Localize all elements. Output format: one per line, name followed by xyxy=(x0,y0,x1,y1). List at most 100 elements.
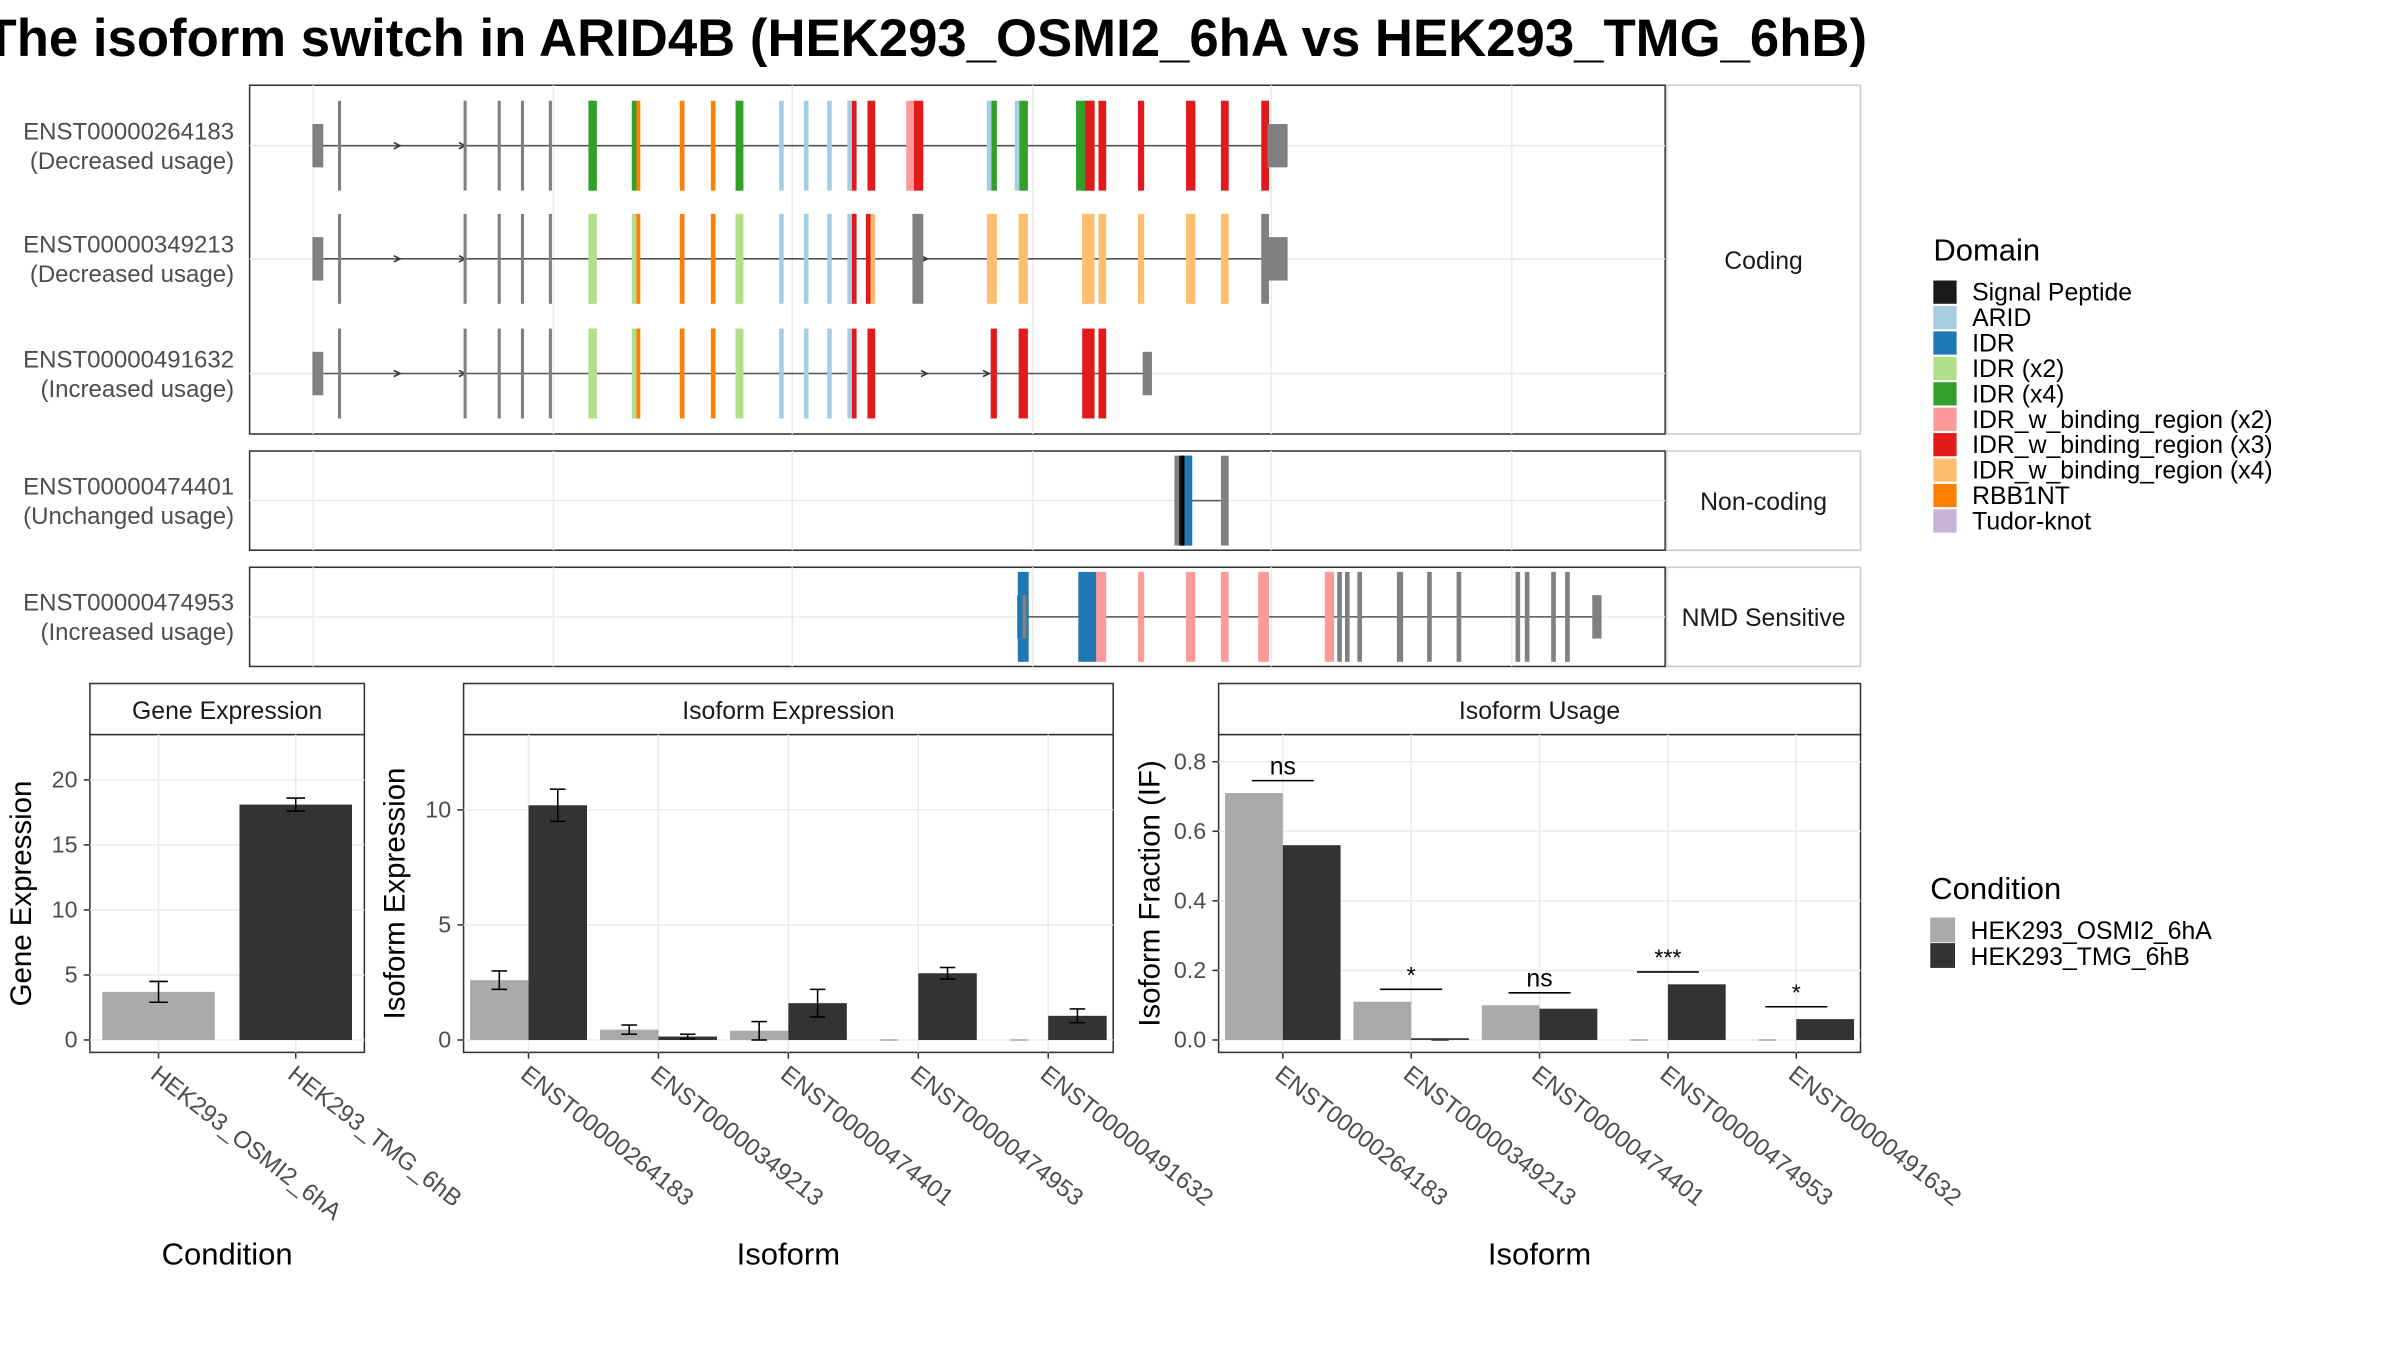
exon xyxy=(779,100,784,191)
domain-segment xyxy=(1096,571,1103,662)
y-tick-label: 10 xyxy=(52,897,78,923)
domain-segment xyxy=(631,328,637,419)
transcript-row-ENST00000491632: ENST00000491632 (Increased usage) xyxy=(23,328,1666,419)
transcript-usage-label: (Decreased usage) xyxy=(30,261,234,288)
legend-label: IDR (x4) xyxy=(1972,381,2064,408)
domain-segment xyxy=(847,328,852,419)
bar xyxy=(1411,1038,1469,1040)
exon xyxy=(990,213,997,304)
legend-swatch xyxy=(1933,433,1957,457)
x-axis-label: Isoform xyxy=(1488,1237,1591,1272)
domain-segment xyxy=(1324,571,1330,662)
domain-segment xyxy=(1186,455,1193,546)
exon xyxy=(1326,571,1335,662)
legend-label: HEK293_OSMI2_6hA xyxy=(1971,918,2213,945)
exon xyxy=(337,100,342,191)
exon xyxy=(463,213,467,304)
legend-swatch xyxy=(1930,943,1956,968)
strand-arrow xyxy=(982,369,991,378)
utr-exon xyxy=(1142,351,1152,396)
utr-exon xyxy=(1267,237,1288,281)
utr-exon xyxy=(312,351,324,396)
exon xyxy=(520,100,525,191)
exon xyxy=(1261,100,1270,191)
exon xyxy=(1220,100,1229,191)
bar xyxy=(239,804,352,1040)
exon xyxy=(1018,213,1028,304)
domain-segment xyxy=(847,100,852,191)
utr-exon xyxy=(1592,595,1602,639)
significance-label: * xyxy=(1792,980,1801,1006)
legend-label: Tudor-knot xyxy=(1972,508,2091,535)
utr-exon xyxy=(1174,478,1183,523)
exon xyxy=(1396,571,1404,662)
legend-swatch xyxy=(1933,305,1957,330)
bar xyxy=(918,973,977,1040)
legend-swatch xyxy=(1933,331,1957,355)
exon xyxy=(827,100,832,191)
exon xyxy=(803,213,809,304)
exon xyxy=(827,328,832,419)
transcript-id-label: ENST00000349213 xyxy=(23,232,234,259)
bar xyxy=(1796,1019,1855,1040)
chart-strip xyxy=(462,682,1114,736)
domain-segment xyxy=(986,100,992,191)
exon xyxy=(867,328,876,419)
exon xyxy=(912,213,924,304)
legend-swatch xyxy=(1933,382,1957,406)
exon xyxy=(867,213,876,304)
exon xyxy=(1337,571,1342,662)
domain-segment xyxy=(906,100,914,191)
exon xyxy=(497,100,501,191)
transcript-row-ENST00000474953: ENST00000474953(Increased usage) xyxy=(23,571,1666,662)
exon xyxy=(710,328,716,419)
transcript-id-label: ENST00000474401 xyxy=(23,473,234,500)
domain-segment xyxy=(631,213,637,304)
panel-strip-label: Coding xyxy=(1724,248,1803,275)
exon xyxy=(548,100,552,191)
exon xyxy=(1137,100,1145,191)
exon xyxy=(520,328,525,419)
transcript-usage-label: (Increased usage) xyxy=(41,376,235,403)
significance-label: ns xyxy=(1270,753,1296,780)
exon xyxy=(1018,328,1028,419)
exon xyxy=(1456,571,1462,662)
domain-segment xyxy=(1258,571,1263,662)
domain-segment xyxy=(631,100,637,191)
transcript-row-ENST00000349213: ENST00000349213(Decreased usage) xyxy=(23,213,1666,304)
legend-swatch xyxy=(1933,509,1957,533)
y-tick-label: 0.0 xyxy=(1174,1027,1206,1053)
y-tick-label: 0 xyxy=(65,1027,78,1053)
exon xyxy=(1427,571,1432,662)
exon xyxy=(1098,571,1107,662)
exon xyxy=(1186,100,1196,191)
y-tick-label: 0.4 xyxy=(1174,888,1206,914)
transcript-id-label: ENST00000491632 xyxy=(23,346,234,373)
exon xyxy=(548,328,552,419)
exon xyxy=(497,213,501,304)
legend-swatch xyxy=(1930,917,1956,943)
exon xyxy=(634,100,641,191)
exon xyxy=(848,100,857,191)
domain-segment xyxy=(588,328,594,419)
y-tick-label: 5 xyxy=(65,962,78,988)
chart-title: Gene Expression xyxy=(132,698,322,725)
exon xyxy=(803,100,809,191)
significance-label: ns xyxy=(1526,966,1552,993)
exon xyxy=(990,100,997,191)
chart-strip xyxy=(1217,682,1862,736)
legend-label: IDR xyxy=(1972,331,2015,358)
legend-label: ARID xyxy=(1972,305,2031,332)
bar xyxy=(528,805,587,1040)
domain-segment xyxy=(1014,100,1020,191)
bar xyxy=(1667,984,1726,1040)
exon xyxy=(912,100,924,191)
panel-strip-label: Non-coding xyxy=(1700,489,1827,516)
y-tick-label: 20 xyxy=(52,767,78,793)
exon xyxy=(1186,213,1196,304)
domain-segment xyxy=(1078,571,1087,662)
exon xyxy=(1220,213,1229,304)
strand-arrow xyxy=(920,369,929,378)
exon xyxy=(520,213,525,304)
significance-label: * xyxy=(1407,962,1416,988)
